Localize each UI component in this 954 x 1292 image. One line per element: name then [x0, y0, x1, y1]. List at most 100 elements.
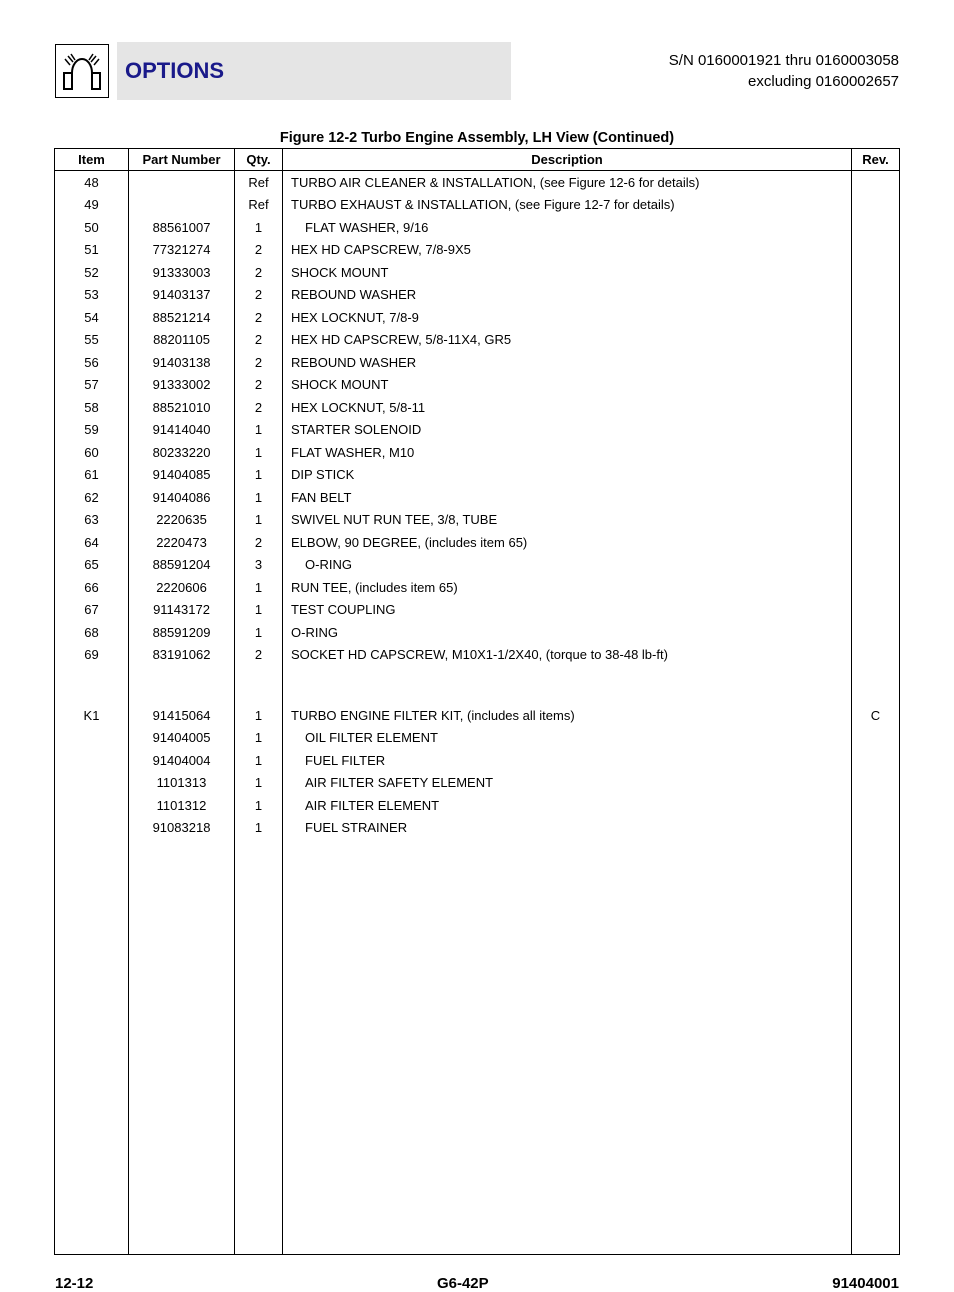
table-row: 58885210102HEX LOCKNUT, 5/8-11	[55, 396, 900, 419]
cell-rev	[852, 621, 900, 644]
cell-desc: HEX HD CAPSCREW, 5/8-11X4, GR5	[283, 329, 852, 352]
cell-item	[55, 727, 129, 750]
table-row: 6622206061RUN TEE, (includes item 65)	[55, 576, 900, 599]
cell-part: 2220606	[129, 576, 235, 599]
cell-qty: Ref	[235, 171, 283, 194]
cell-rev	[852, 644, 900, 667]
cell-qty: 3	[235, 554, 283, 577]
cell-rev	[852, 171, 900, 194]
cell-item: 49	[55, 194, 129, 217]
cell-desc: HEX LOCKNUT, 5/8-11	[283, 396, 852, 419]
cell-qty: 1	[235, 772, 283, 795]
col-qty: Qty.	[235, 149, 283, 171]
cell-desc: FUEL FILTER	[283, 749, 852, 772]
cell-desc: FLAT WASHER, 9/16	[283, 216, 852, 239]
cell-part: 91415064	[129, 704, 235, 727]
cell-item: 50	[55, 216, 129, 239]
cell-qty: 2	[235, 396, 283, 419]
col-part: Part Number	[129, 149, 235, 171]
cell-qty: Ref	[235, 194, 283, 217]
table-row: 65885912043O-RING	[55, 554, 900, 577]
cell-rev	[852, 419, 900, 442]
cell-qty: 1	[235, 794, 283, 817]
table-row: 11013131AIR FILTER SAFETY ELEMENT	[55, 772, 900, 795]
cell-rev	[852, 749, 900, 772]
cell-desc: FLAT WASHER, M10	[283, 441, 852, 464]
cell-desc: HEX HD CAPSCREW, 7/8-9X5	[283, 239, 852, 262]
parts-table: Item Part Number Qty. Description Rev. 4…	[54, 148, 900, 1255]
cell-rev: C	[852, 704, 900, 727]
cell-item: 52	[55, 261, 129, 284]
cell-qty: 1	[235, 704, 283, 727]
cell-qty: 2	[235, 351, 283, 374]
section-title: OPTIONS	[117, 42, 511, 100]
table-row	[55, 666, 900, 704]
footer-center: G6-42P	[437, 1275, 489, 1292]
cell-item: 66	[55, 576, 129, 599]
table-row: 56914031382REBOUND WASHER	[55, 351, 900, 374]
cell-desc: TURBO AIR CLEANER & INSTALLATION, (see F…	[283, 171, 852, 194]
serial-line-2: excluding 0160002657	[669, 71, 899, 92]
table-row: 51773212742HEX HD CAPSCREW, 7/8-9X5	[55, 239, 900, 262]
cell-rev	[852, 374, 900, 397]
cell-desc: TURBO EXHAUST & INSTALLATION, (see Figur…	[283, 194, 852, 217]
page-footer: 12-12 G6-42P 91404001	[0, 1275, 954, 1292]
cell-rev	[852, 261, 900, 284]
cell-item	[55, 749, 129, 772]
cell-part: 88521010	[129, 396, 235, 419]
cell-part: 91404004	[129, 749, 235, 772]
cell-desc: AIR FILTER ELEMENT	[283, 794, 852, 817]
cell-item	[55, 794, 129, 817]
cell-part: 2220473	[129, 531, 235, 554]
cell-part: 1101313	[129, 772, 235, 795]
cell-item: 69	[55, 644, 129, 667]
cell-qty: 1	[235, 486, 283, 509]
cell-part: 91403138	[129, 351, 235, 374]
cell-item: 56	[55, 351, 129, 374]
cell-rev	[852, 396, 900, 419]
cell-desc: FUEL STRAINER	[283, 817, 852, 840]
cell-rev	[852, 772, 900, 795]
cell-item: 62	[55, 486, 129, 509]
cell-item: 53	[55, 284, 129, 307]
cell-qty: 1	[235, 749, 283, 772]
cell-item: 67	[55, 599, 129, 622]
cell-qty: 2	[235, 239, 283, 262]
cell-desc: TEST COUPLING	[283, 599, 852, 622]
table-row: 6422204732ELBOW, 90 DEGREE, (includes it…	[55, 531, 900, 554]
cell-qty: 2	[235, 261, 283, 284]
cell-desc: FAN BELT	[283, 486, 852, 509]
cell-qty: 1	[235, 621, 283, 644]
cell-desc: SOCKET HD CAPSCREW, M10X1-1/2X40, (torqu…	[283, 644, 852, 667]
cell-item: 63	[55, 509, 129, 532]
cell-rev	[852, 329, 900, 352]
cell-item: 54	[55, 306, 129, 329]
table-row: 914040051OIL FILTER ELEMENT	[55, 727, 900, 750]
cell-part: 91333002	[129, 374, 235, 397]
cell-part: 80233220	[129, 441, 235, 464]
cell-part: 2220635	[129, 509, 235, 532]
cell-part: 88591204	[129, 554, 235, 577]
cell-desc: STARTER SOLENOID	[283, 419, 852, 442]
cell-rev	[852, 239, 900, 262]
cell-rev	[852, 486, 900, 509]
cell-item: 60	[55, 441, 129, 464]
cell-qty: 1	[235, 727, 283, 750]
table-row: 69831910622SOCKET HD CAPSCREW, M10X1-1/2…	[55, 644, 900, 667]
col-rev: Rev.	[852, 149, 900, 171]
cell-desc: ELBOW, 90 DEGREE, (includes item 65)	[283, 531, 852, 554]
cell-qty: 2	[235, 284, 283, 307]
cell-part: 91404086	[129, 486, 235, 509]
cell-item: 51	[55, 239, 129, 262]
table-row: 11013121AIR FILTER ELEMENT	[55, 794, 900, 817]
cell-item: 55	[55, 329, 129, 352]
cell-part	[129, 194, 235, 217]
figure-title: Figure 12-2 Turbo Engine Assembly, LH Vi…	[0, 130, 954, 146]
cell-item	[55, 817, 129, 840]
cell-item: 57	[55, 374, 129, 397]
table-row: 54885212142HEX LOCKNUT, 7/8-9	[55, 306, 900, 329]
cell-qty: 2	[235, 644, 283, 667]
cell-desc: TURBO ENGINE FILTER KIT, (includes all i…	[283, 704, 852, 727]
table-row: 910832181FUEL STRAINER	[55, 817, 900, 840]
cell-part: 77321274	[129, 239, 235, 262]
